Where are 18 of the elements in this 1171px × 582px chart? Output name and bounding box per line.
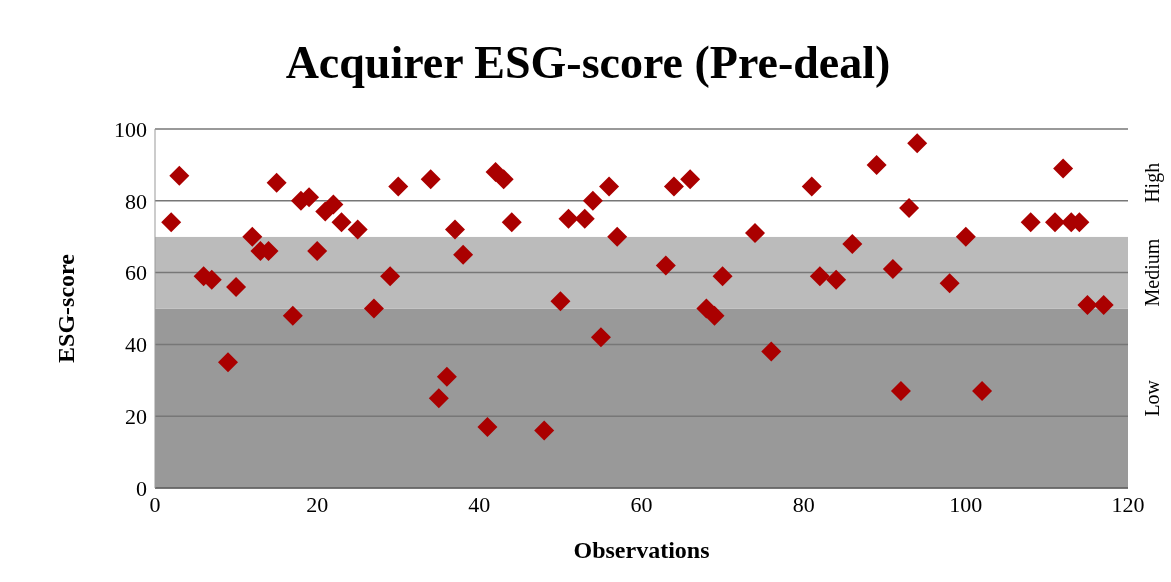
y-tick-label: 20	[125, 404, 147, 430]
x-tick-label: 100	[949, 491, 983, 517]
band-label: Medium	[1140, 238, 1163, 307]
y-tick-label: 0	[136, 475, 147, 501]
band-label: High	[1140, 162, 1164, 203]
y-tick-label: 100	[114, 116, 147, 142]
x-tick-label: 40	[468, 491, 491, 517]
x-tick-label: 60	[630, 491, 653, 517]
y-axis-title: ESG-score	[52, 253, 79, 363]
x-axis-title: Observations	[573, 537, 710, 563]
x-tick-label: 80	[792, 491, 815, 517]
x-tick-label: 20	[306, 491, 329, 517]
x-tick-label: 120	[1111, 491, 1145, 517]
y-tick-label: 40	[125, 332, 147, 358]
y-tick-label: 80	[125, 188, 147, 214]
band-label: Low	[1140, 379, 1163, 417]
y-tick-label: 60	[125, 260, 147, 286]
chart-title: Acquirer ESG-score (Pre-deal)	[284, 36, 892, 89]
